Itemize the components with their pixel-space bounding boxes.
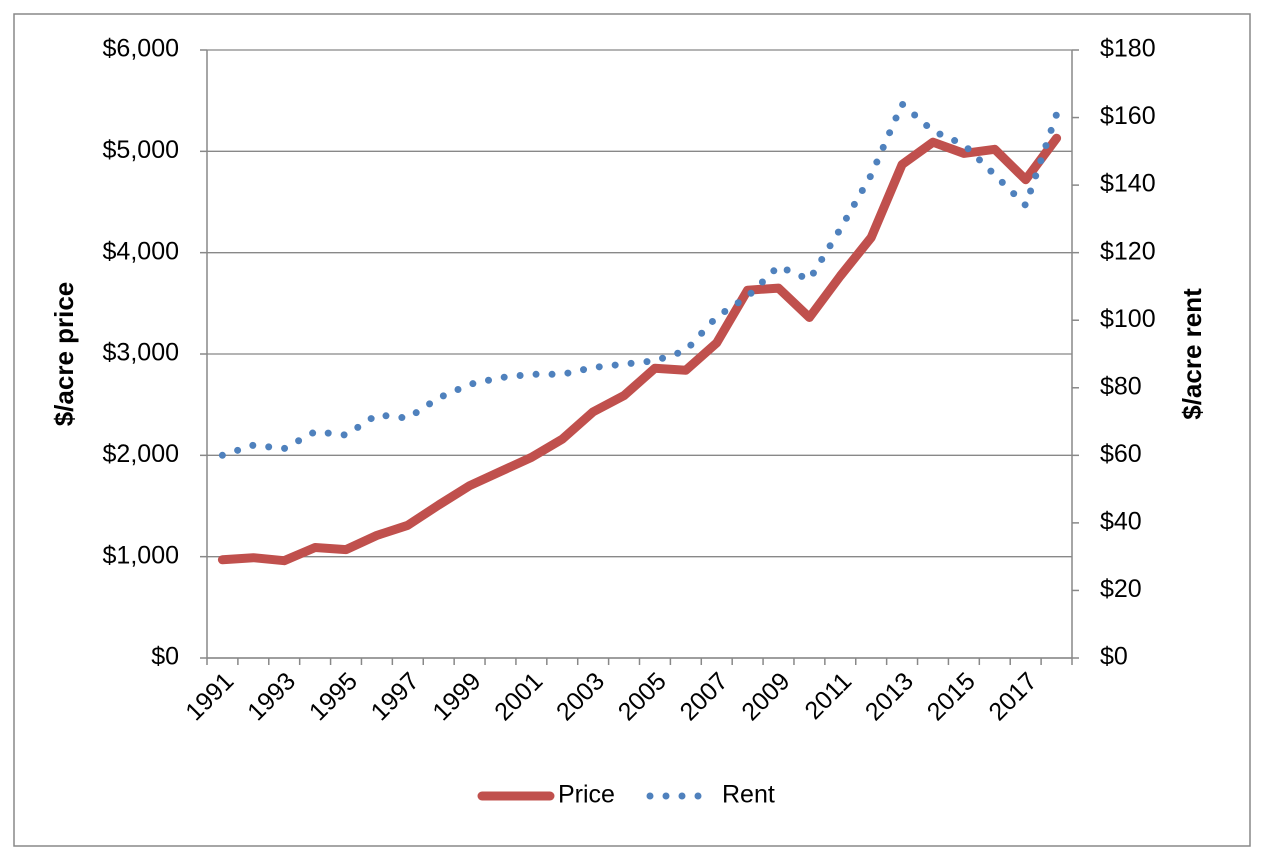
y-tick-label: $6,000 [103,35,179,63]
legend-label: Rent [722,781,775,809]
y-axis-title: $/acre price [49,282,79,427]
y-tick-label: $1,000 [103,541,179,569]
y2-tick-label: $20 [1100,575,1142,603]
y-tick-label: $4,000 [103,237,179,265]
y2-tick-label: $0 [1100,643,1128,671]
y2-tick-label: $80 [1100,372,1142,400]
y2-tick-label: $100 [1100,305,1156,333]
y2-tick-label: $40 [1100,507,1142,535]
y2-tick-label: $140 [1100,170,1156,198]
y2-tick-label: $120 [1100,237,1156,265]
series-line [217,133,1062,566]
legend-label: Price [558,781,615,809]
y-tick-label: $2,000 [103,440,179,468]
y-tick-label: $3,000 [103,339,179,367]
y2-tick-label: $180 [1100,35,1156,63]
y-tick-label: $0 [151,643,179,671]
y2-tick-label: $160 [1100,102,1156,130]
y2-tick-label: $60 [1100,440,1142,468]
y-tick-label: $5,000 [103,136,179,164]
y2-axis-title: $/acre rent [1177,288,1207,420]
